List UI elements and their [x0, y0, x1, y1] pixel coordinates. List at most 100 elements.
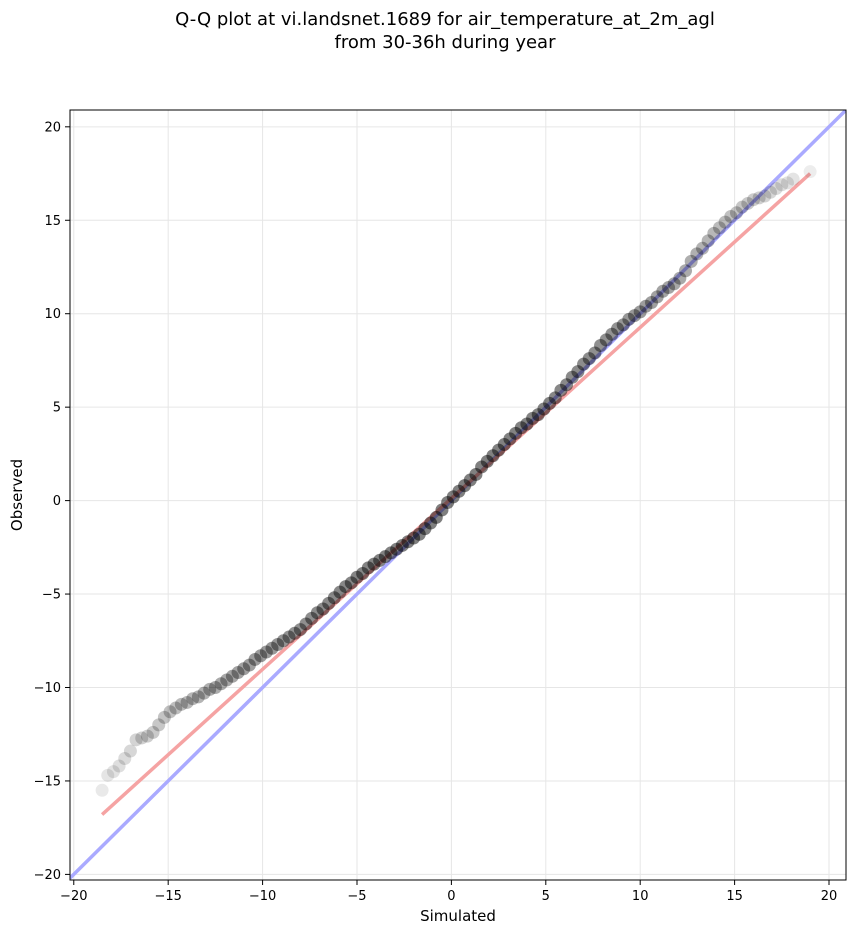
data-point	[163, 705, 177, 719]
data-point	[95, 783, 109, 797]
data-point	[599, 333, 613, 347]
y-tick-label: 0	[53, 494, 61, 509]
data-point	[259, 645, 273, 659]
data-point	[344, 576, 358, 590]
data-point	[282, 630, 296, 644]
data-point	[582, 352, 596, 366]
data-point	[135, 731, 149, 745]
data-point	[316, 602, 330, 616]
data-point	[225, 669, 239, 683]
data-point	[214, 677, 228, 691]
data-point	[684, 254, 698, 268]
x-tick-label: −10	[249, 889, 276, 904]
x-tick-label: −15	[154, 889, 181, 904]
y-axis-ticks: −20 −15 −10 −5 0 5 10 15 20	[34, 120, 70, 883]
data-point	[503, 432, 517, 446]
data-point	[543, 396, 557, 410]
data-point	[333, 585, 347, 599]
data-point	[741, 196, 755, 210]
data-point	[803, 165, 817, 179]
data-point	[327, 591, 341, 605]
chart-title-line-2: from 30-36h during year	[335, 32, 557, 53]
data-point	[780, 176, 794, 190]
data-point	[531, 408, 545, 422]
data-point	[588, 346, 602, 360]
x-tick-label: 15	[726, 889, 743, 904]
data-point	[746, 193, 760, 207]
data-point	[492, 443, 506, 457]
data-point	[197, 686, 211, 700]
y-tick-label: −20	[34, 868, 61, 883]
data-point	[350, 570, 364, 584]
data-point	[769, 181, 783, 195]
data-point	[407, 531, 421, 545]
data-point	[628, 309, 642, 323]
data-point	[526, 411, 540, 425]
data-point	[480, 454, 494, 468]
data-point	[752, 191, 766, 205]
data-point	[554, 383, 568, 397]
data-point	[605, 327, 619, 341]
data-point	[712, 221, 726, 235]
x-tick-label: 5	[542, 889, 550, 904]
data-point	[509, 426, 523, 440]
data-point	[690, 247, 704, 261]
data-point	[679, 264, 693, 278]
data-point	[571, 365, 585, 379]
x-tick-label: 0	[447, 889, 455, 904]
data-point	[548, 391, 562, 405]
y-tick-label: 15	[44, 214, 61, 229]
data-point	[271, 638, 285, 652]
data-point	[616, 318, 630, 332]
data-point	[390, 542, 404, 556]
data-point	[577, 357, 591, 371]
data-point	[701, 234, 715, 248]
x-tick-label: −5	[347, 889, 366, 904]
data-point	[339, 580, 353, 594]
y-tick-label: −15	[34, 774, 61, 789]
data-point	[118, 752, 132, 766]
data-point	[656, 284, 670, 298]
data-point	[322, 596, 336, 610]
data-point	[463, 473, 477, 487]
x-axis-label: Simulated	[420, 907, 496, 925]
data-point	[169, 701, 183, 715]
data-point	[395, 538, 409, 552]
data-point	[486, 449, 500, 463]
data-point	[639, 299, 653, 313]
data-point	[101, 768, 115, 782]
data-point	[786, 172, 800, 186]
data-point	[157, 710, 171, 724]
data-point	[560, 378, 574, 392]
data-point	[594, 338, 608, 352]
data-point	[729, 206, 743, 220]
data-point	[254, 649, 268, 663]
x-tick-label: 10	[632, 889, 649, 904]
data-point	[718, 215, 732, 229]
data-point	[361, 561, 375, 575]
y-tick-label: 20	[44, 120, 61, 135]
data-points	[95, 165, 817, 797]
data-point	[174, 697, 188, 711]
data-point	[565, 370, 579, 384]
data-point	[146, 725, 160, 739]
data-point	[191, 690, 205, 704]
data-point	[203, 682, 217, 696]
data-point	[310, 606, 324, 620]
data-point	[231, 666, 245, 680]
data-point	[180, 695, 194, 709]
data-point	[112, 759, 126, 773]
data-point	[611, 322, 625, 336]
data-point	[650, 290, 664, 304]
data-point	[288, 626, 302, 640]
data-point	[242, 658, 256, 672]
data-point	[662, 281, 676, 295]
data-point	[622, 312, 636, 326]
data-point	[208, 681, 222, 694]
data-point	[514, 421, 528, 435]
x-axis-ticks: −20 −15 −10 −5 0 5 10 15 20	[60, 880, 837, 904]
data-point	[106, 765, 120, 779]
data-point	[724, 210, 738, 224]
data-point	[667, 277, 681, 291]
